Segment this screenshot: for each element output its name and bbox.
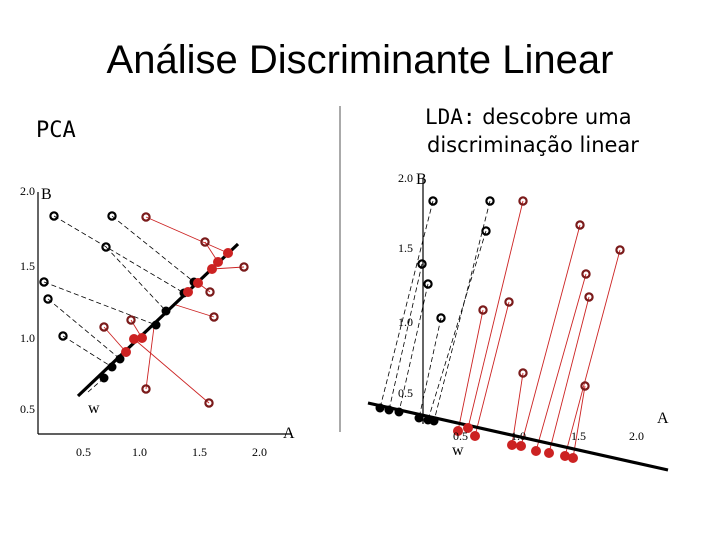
pca-ytick-0-5: 0.5 (20, 402, 35, 416)
lda-axis-b-label: B (416, 171, 427, 188)
pca-xtick-1-5: 1.5 (192, 445, 207, 459)
pca-ytick-1-0: 1.0 (20, 331, 35, 345)
pca-axis-a-label: A (283, 425, 295, 442)
lda-label-line1: descobre uma (475, 105, 632, 129)
lda-xtick-0-5: 0.5 (453, 429, 468, 443)
pca-class-red-points (99, 212, 249, 408)
lda-w-label: w (452, 442, 464, 459)
lda-axis-a-label: A (657, 410, 669, 427)
lda-ytick-0-5: 0.5 (398, 386, 413, 400)
pca-axis-b-label: B (41, 186, 52, 203)
pca-w-label: w (88, 400, 100, 417)
lda-xtick-2-0: 2.0 (629, 429, 644, 443)
lda-red-projections (457, 200, 621, 459)
lda-ytick-1-0: 1.0 (398, 315, 413, 329)
lda-ytick-2-0: 2.0 (398, 171, 413, 185)
pca-class-dark-points (39, 211, 117, 341)
pca-panel: 2.0 1.5 1.0 0.5 0.5 1.0 1.5 2.0 B A w (20, 184, 295, 459)
pca-red-projections (103, 216, 245, 404)
lda-label-line2: discriminação linear (427, 133, 639, 157)
lda-label-prefix: LDA: (425, 105, 476, 129)
pca-projected-red (121, 248, 233, 357)
lda-xtick-1-5: 1.5 (571, 429, 586, 443)
slide-title: Análise Discriminante Linear (106, 38, 614, 82)
lda-label: LDA: descobre uma discriminação linear (425, 103, 665, 159)
lda-class-dark-points (417, 196, 495, 323)
pca-xtick-1-0: 1.0 (132, 445, 147, 459)
lda-projected-dark (375, 403, 439, 426)
lda-class-red-points (478, 196, 625, 391)
pca-dark-projections (43, 215, 195, 393)
lda-ytick-1-5: 1.5 (398, 241, 413, 255)
pca-xtick-2-0: 2.0 (252, 445, 267, 459)
pca-xtick-0-5: 0.5 (76, 445, 91, 459)
lda-panel: 2.0 1.5 1.0 0.5 0.5 1.0 1.5 2.0 B A w (367, 171, 669, 472)
lda-projected-red (453, 423, 578, 463)
pca-label: PCA (36, 118, 76, 143)
pca-ytick-1-5: 1.5 (20, 259, 35, 273)
lda-dark-projections (379, 200, 491, 422)
pca-ytick-2-0: 2.0 (20, 184, 35, 198)
lda-xtick-1-0: 1.0 (511, 429, 526, 443)
